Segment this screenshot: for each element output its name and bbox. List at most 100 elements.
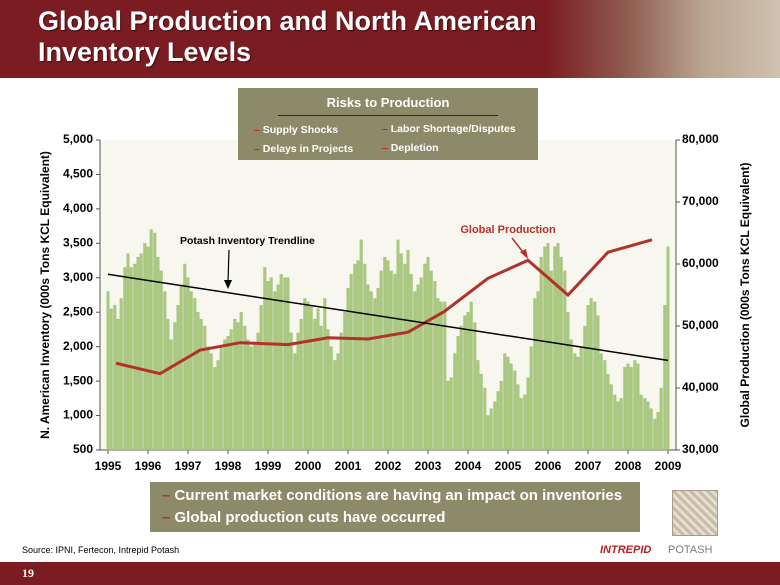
bar — [486, 415, 490, 451]
bar — [456, 336, 460, 451]
bar — [333, 360, 337, 451]
bar — [289, 332, 293, 451]
line — [107, 273, 669, 362]
x-tick-label: 2000 — [295, 459, 322, 473]
bar — [319, 325, 323, 451]
bar — [446, 380, 450, 451]
bar — [356, 260, 360, 451]
bar — [346, 287, 350, 451]
bar — [493, 401, 497, 451]
bar — [229, 329, 233, 451]
x-tick-label: 2007 — [575, 459, 602, 473]
bar — [459, 325, 463, 451]
bar — [636, 363, 640, 451]
bar — [246, 339, 250, 451]
bar — [336, 353, 340, 451]
bar — [416, 284, 420, 451]
y-tick-label: 2,500 — [63, 304, 93, 318]
bar — [606, 374, 610, 451]
x-tick-label: 2004 — [455, 459, 482, 473]
bar — [323, 298, 327, 451]
bar — [649, 408, 653, 451]
bar — [233, 318, 237, 451]
bar — [193, 298, 197, 451]
bar — [506, 356, 510, 451]
bar — [149, 229, 153, 451]
bar — [143, 243, 147, 451]
bullet: Current market conditions are having an … — [162, 487, 623, 504]
bar — [369, 291, 373, 451]
bar — [536, 291, 540, 451]
bar — [359, 239, 363, 451]
bar — [489, 408, 493, 451]
bar — [206, 346, 210, 451]
bar — [296, 332, 300, 451]
x-tick-label: 2003 — [415, 459, 442, 473]
bar — [166, 318, 170, 451]
bar — [586, 305, 590, 451]
y-tick-label: 4,000 — [63, 201, 93, 215]
bar — [259, 305, 263, 451]
bar — [303, 298, 307, 451]
bar — [469, 301, 473, 451]
bullet-box: Current market conditions are having an … — [150, 482, 640, 532]
bar — [403, 263, 407, 451]
bar — [136, 256, 140, 451]
y2-axis-title: Global Production (000s Tons KCL Equival… — [738, 163, 752, 428]
y-axis-title: N. American Inventory (000s Tons KCL Equ… — [38, 151, 52, 439]
bar — [413, 291, 417, 451]
bar — [243, 325, 247, 451]
y2-tick-label: 50,000 — [682, 318, 719, 332]
bar — [363, 263, 367, 451]
bar — [399, 253, 403, 451]
bar — [599, 353, 603, 451]
bar — [389, 270, 393, 451]
risk-item: Supply Shocks — [254, 124, 338, 136]
bar — [423, 263, 427, 451]
bar — [509, 363, 513, 451]
bar — [569, 339, 573, 451]
bar — [479, 374, 483, 451]
bar — [249, 346, 253, 451]
bar — [119, 298, 123, 451]
bar — [629, 367, 633, 451]
y2-tick-label: 30,000 — [682, 442, 719, 456]
bar — [646, 401, 650, 451]
bar — [343, 312, 347, 451]
bar — [263, 267, 267, 451]
bar — [189, 291, 193, 451]
bar — [266, 281, 270, 451]
bar — [186, 277, 190, 451]
bar — [576, 356, 580, 451]
bar — [439, 301, 443, 451]
bar — [583, 325, 587, 451]
bar — [406, 250, 410, 451]
bar — [666, 246, 670, 451]
bar — [523, 394, 527, 451]
x-tick-label: 1997 — [175, 459, 202, 473]
bar — [133, 263, 137, 451]
bar — [659, 387, 663, 451]
bar — [426, 256, 430, 451]
bar — [556, 243, 560, 451]
bar — [526, 377, 530, 451]
bar — [429, 270, 433, 451]
bar — [153, 232, 157, 451]
bar — [499, 380, 503, 451]
bar — [609, 384, 613, 451]
bar — [256, 332, 260, 451]
annotation: Global Production — [460, 224, 556, 236]
bar — [653, 418, 657, 451]
bar — [449, 377, 453, 451]
bar — [253, 343, 257, 451]
y2-tick-label: 40,000 — [682, 380, 719, 394]
risk-item: Labor Shortage/Disputes — [382, 123, 516, 135]
risk-item: Delays in Projects — [254, 143, 353, 155]
y-tick-label: 5,000 — [63, 132, 93, 146]
bar — [113, 305, 117, 451]
bar — [619, 398, 623, 451]
bar — [236, 322, 240, 451]
y-tick-label: 500 — [73, 442, 93, 456]
x-tick-label: 2006 — [535, 459, 562, 473]
